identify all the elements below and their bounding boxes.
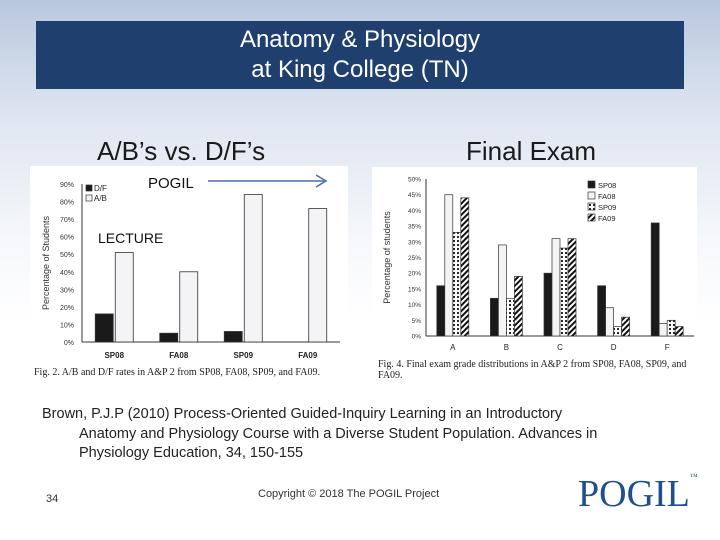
title-line-1: Anatomy & Physiology [239,26,481,53]
x-tick-label: FA08 [169,351,189,360]
legend-label: FA08 [598,192,616,201]
lecture-label: LECTURE [98,230,164,246]
legend-swatch [587,202,596,211]
bar [551,238,561,337]
legend-label: A/B [94,194,107,203]
legend-swatch [587,213,596,222]
bar [460,197,470,337]
figure-2-caption: Fig. 2. A/B and D/F rates in A&P 2 from … [34,367,320,378]
y-tick-label: 15% [408,286,421,293]
logo-trademark: ™ [689,472,698,481]
y-tick-label: 40% [408,208,421,215]
bar [506,297,515,337]
bar [514,275,523,337]
citation-line-2: Anatomy and Physiology Course with a Div… [79,425,598,442]
y-tick-label: 80% [60,200,74,207]
bar [597,285,606,337]
bar [159,332,179,343]
bar [223,331,243,343]
bar [444,194,454,337]
x-tick-label: B [504,343,509,352]
y-tick-label: 50% [408,177,421,184]
pogil-logo: POGIL™ [578,472,698,516]
y-tick-label: 45% [408,192,421,199]
bar [559,247,569,337]
y-tick-label: 25% [408,255,421,262]
citation-line-1: Brown, P.J.P (2010) Process-Oriented Gui… [42,406,563,422]
bar [674,326,684,337]
legend-label: SP09 [598,203,616,212]
x-tick-label: F [665,343,670,352]
logo-text: POGIL [578,473,690,515]
y-tick-label: 20% [60,305,74,312]
legend-label: SP08 [598,181,616,190]
y-tick-label: 20% [408,271,421,278]
x-tick-label: C [557,343,563,352]
bar [114,252,134,343]
figure-ab-df: 0% 10% 20% 30% 40% 50% 60% 70% 80% 90% Percentage … [30,166,348,384]
bar [490,297,499,337]
chart-ab-df-rates: 0% 10% 20% 30% 40% 50% 60% 70% 80% 90% Percentage … [41,182,340,360]
y-tick-label: 90% [60,182,74,189]
bar [436,285,446,337]
bar [666,319,676,337]
copyright: Copyright © 2018 The POGIL Project [258,488,440,500]
right-heading: Final Exam [466,136,597,166]
x-tick-label: D [611,343,617,352]
arrow-icon [208,174,328,188]
figure-final-exam: 0% 5% 10% 15% 20% 25% 30% 35% 40% 45% 50% Percentag… [372,167,697,384]
bar [308,208,328,343]
y-tick-label: 50% [60,252,74,259]
y-tick-label: 0% [64,340,74,347]
title-line-2: at King College (TN) [251,56,469,83]
figure-4-caption: Fig. 4. Final exam grade distributions i… [378,359,687,381]
x-tick-label: SP09 [233,351,253,360]
x-tick-label: A [450,343,456,352]
y-tick-label: 10% [60,322,74,329]
legend-label: FA09 [598,214,616,223]
x-tick-label: SP08 [104,351,124,360]
left-heading: A/B’s vs. D/F’s [97,136,266,166]
bar [94,313,114,343]
legend-swatch [587,191,596,200]
citation-line-3: Physiology Education, 34, 150-155 [79,445,304,461]
y-tick-label: 35% [408,224,421,231]
bar [650,222,660,337]
bar [243,194,263,343]
pogil-label: POGIL [148,175,194,192]
legend-swatch [587,180,596,189]
bar [658,323,668,337]
y-tick-label: 40% [60,270,74,277]
legend-swatch [85,184,93,192]
bar [543,272,553,337]
bar [452,232,462,337]
y-tick-label: 10% [408,302,421,309]
bar [498,244,507,337]
bar [179,271,199,343]
bar [613,326,622,337]
y-tick-label: 30% [60,287,74,294]
legend-label: D/F [94,184,107,193]
y-tick-label: 0% [412,334,422,341]
y-axis-title: Percentage of Students [41,215,51,310]
x-tick-label: FA09 [298,351,318,360]
y-axis-title: Percentage of students [382,211,392,304]
y-tick-label: 70% [60,217,74,224]
y-tick-label: 5% [412,318,422,325]
citation: Brown, P.J.P (2010) Process-Oriented Gui… [42,405,682,464]
y-tick-label: 60% [60,235,74,242]
bar [621,316,630,337]
bar [567,238,577,337]
slide-title: Anatomy & Physiology at King College (TN… [36,21,684,89]
bar [605,307,614,337]
legend-swatch [85,194,93,202]
chart-final-exam-grades: 0% 5% 10% 15% 20% 25% 30% 35% 40% 45% 50% Percentag… [382,177,694,352]
y-tick-label: 30% [408,239,421,246]
page-number: 34 [46,493,59,505]
